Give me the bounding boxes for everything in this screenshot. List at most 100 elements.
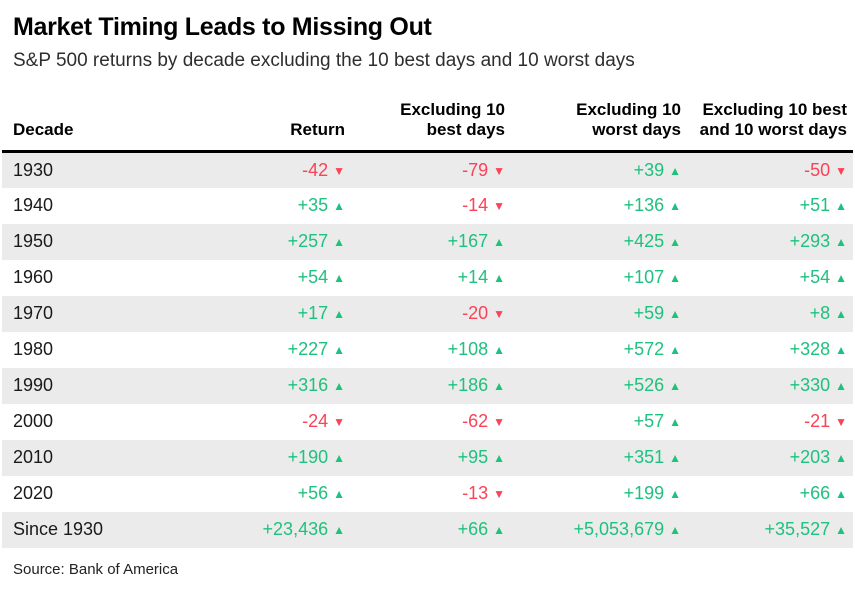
- return-value: +227: [287, 339, 329, 360]
- decade-label: Since 1930: [13, 519, 104, 540]
- return-cell: +39 ▲: [505, 152, 681, 188]
- down-arrow-icon: ▼: [493, 199, 505, 214]
- down-arrow-icon: ▼: [835, 163, 847, 178]
- return-cell: +8 ▲: [681, 296, 853, 332]
- up-arrow-icon: ▲: [669, 343, 681, 358]
- return-value: -50: [804, 159, 831, 180]
- return-cell: +316 ▲: [227, 368, 345, 404]
- return-cell: +572 ▲: [505, 332, 681, 368]
- table-row: Since 1930 +23,436 ▲ +66 ▲ +5,053,679 ▲ +35,527…: [2, 511, 853, 548]
- up-arrow-icon: ▲: [669, 487, 681, 502]
- down-arrow-icon: ▼: [333, 163, 345, 178]
- return-value: +51: [799, 195, 831, 216]
- return-cell: +54 ▲: [227, 260, 345, 296]
- return-cell: +66 ▲: [345, 512, 505, 548]
- up-arrow-icon: ▲: [333, 307, 345, 322]
- table-row: 2020 +56 ▲ -13 ▼ +199 ▲ +66 ▲: [2, 476, 853, 512]
- return-value: +293: [789, 231, 831, 252]
- return-value: +57: [633, 411, 665, 432]
- return-cell: +330 ▲: [681, 368, 853, 404]
- decade-label: 2020: [13, 483, 54, 504]
- return-value: +186: [447, 375, 489, 396]
- up-arrow-icon: ▲: [493, 451, 505, 466]
- return-value: +54: [799, 267, 831, 288]
- return-value: -13: [462, 483, 489, 504]
- table-row: 1990 +316 ▲ +186 ▲ +526 ▲ +330 ▲: [2, 367, 853, 404]
- page-title: Market Timing Leads to Missing Out: [13, 13, 432, 41]
- return-cell: +186 ▲: [345, 368, 505, 404]
- up-arrow-icon: ▲: [835, 343, 847, 358]
- return-cell: +136 ▲: [505, 188, 681, 224]
- return-cell: +227 ▲: [227, 332, 345, 368]
- decade-label: 1960: [13, 267, 54, 288]
- column-header-2: Excluding 10 best days: [345, 99, 505, 154]
- return-cell: +526 ▲: [505, 368, 681, 404]
- up-arrow-icon: ▲: [493, 235, 505, 250]
- return-cell: -14 ▼: [345, 188, 505, 224]
- decade-label: 1980: [13, 339, 54, 360]
- return-cell: +190 ▲: [227, 440, 345, 476]
- column-header-3: Excluding 10 worst days: [505, 99, 681, 154]
- return-value: +316: [287, 375, 329, 396]
- table-row: 1980 +227 ▲ +108 ▲ +572 ▲ +328 ▲: [2, 332, 853, 368]
- up-arrow-icon: ▲: [669, 451, 681, 466]
- table-row: 2000 -24 ▼ -62 ▼ +57 ▲ -21 ▼: [2, 404, 853, 440]
- return-value: +167: [447, 231, 489, 252]
- return-cell: +257 ▲: [227, 224, 345, 260]
- return-cell: -79 ▼: [345, 152, 505, 188]
- return-cell: +293 ▲: [681, 224, 853, 260]
- up-arrow-icon: ▲: [669, 415, 681, 430]
- return-value: +35: [297, 195, 329, 216]
- up-arrow-icon: ▲: [835, 199, 847, 214]
- return-cell: +167 ▲: [345, 224, 505, 260]
- up-arrow-icon: ▲: [333, 343, 345, 358]
- up-arrow-icon: ▲: [669, 163, 681, 178]
- up-arrow-icon: ▲: [493, 523, 505, 538]
- table-body: 1930 -42 ▼ -79 ▼ +39 ▲ -50 ▼ 1940 +35 ▲ -14 ▼ +136 ▲ +51…: [2, 151, 853, 548]
- down-arrow-icon: ▼: [493, 415, 505, 430]
- up-arrow-icon: ▲: [835, 307, 847, 322]
- return-value: -79: [462, 159, 489, 180]
- decade-label: 1940: [13, 195, 54, 216]
- return-value: +203: [789, 447, 831, 468]
- return-value: +35,527: [764, 519, 831, 540]
- up-arrow-icon: ▲: [669, 307, 681, 322]
- return-cell: +17 ▲: [227, 296, 345, 332]
- up-arrow-icon: ▲: [669, 235, 681, 250]
- down-arrow-icon: ▼: [493, 163, 505, 178]
- up-arrow-icon: ▲: [333, 379, 345, 394]
- down-arrow-icon: ▼: [333, 415, 345, 430]
- up-arrow-icon: ▲: [669, 199, 681, 214]
- up-arrow-icon: ▲: [835, 271, 847, 286]
- return-value: +59: [633, 303, 665, 324]
- return-value: +351: [623, 447, 665, 468]
- return-cell: +107 ▲: [505, 260, 681, 296]
- returns-table: Decade Return Excluding 10 best days Excludi…: [2, 99, 853, 548]
- return-value: +526: [623, 375, 665, 396]
- down-arrow-icon: ▼: [835, 415, 847, 430]
- return-value: +107: [623, 267, 665, 288]
- table-row: 2010 +190 ▲ +95 ▲ +351 ▲ +203 ▲: [2, 439, 853, 476]
- return-cell: +108 ▲: [345, 332, 505, 368]
- up-arrow-icon: ▲: [835, 451, 847, 466]
- table-row: 1930 -42 ▼ -79 ▼ +39 ▲ -50 ▼: [2, 151, 853, 188]
- return-value: +330: [789, 375, 831, 396]
- return-value: +17: [297, 303, 329, 324]
- return-value: +5,053,679: [573, 519, 665, 540]
- decade-label: 1990: [13, 375, 54, 396]
- column-header-0: Decade: [2, 99, 227, 154]
- return-value: +66: [457, 519, 489, 540]
- return-value: -14: [462, 195, 489, 216]
- return-cell: +14 ▲: [345, 260, 505, 296]
- up-arrow-icon: ▲: [669, 523, 681, 538]
- up-arrow-icon: ▲: [493, 379, 505, 394]
- return-cell: +57 ▲: [505, 404, 681, 440]
- return-cell: -20 ▼: [345, 296, 505, 332]
- decade-label: 1970: [13, 303, 54, 324]
- up-arrow-icon: ▲: [493, 271, 505, 286]
- return-value: +95: [457, 447, 489, 468]
- header-row: Decade Return Excluding 10 best days Excludi…: [2, 99, 853, 154]
- return-value: +328: [789, 339, 831, 360]
- return-cell: +66 ▲: [681, 476, 853, 512]
- return-value: +257: [287, 231, 329, 252]
